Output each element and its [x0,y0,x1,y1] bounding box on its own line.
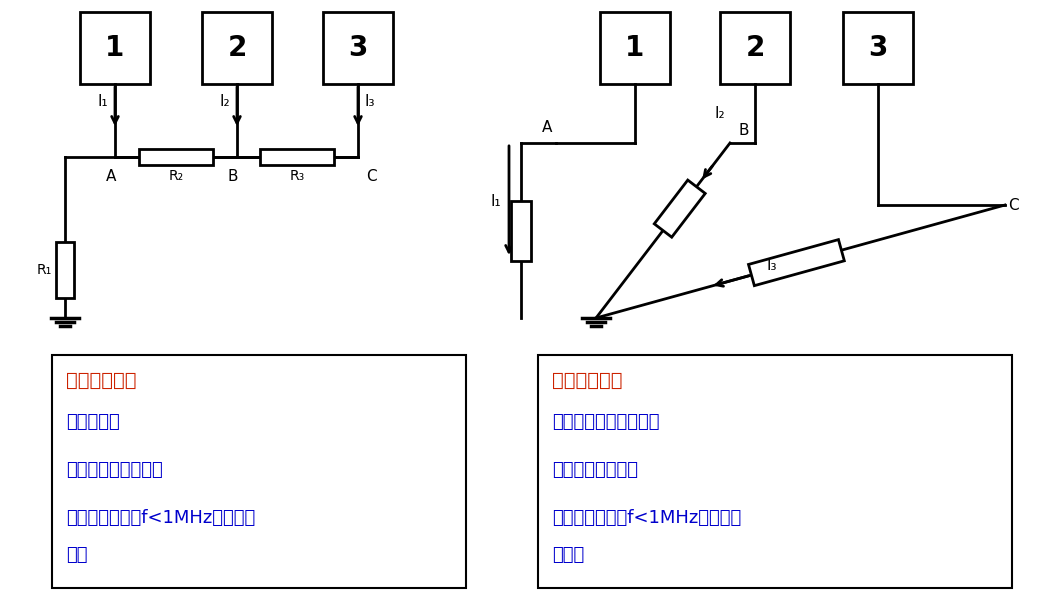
Text: 1: 1 [625,34,645,62]
Bar [260,149,334,165]
Text: I₂: I₂ [219,94,230,109]
Polygon shape [654,180,705,237]
Text: 并联单点接地: 并联单点接地 [552,371,623,390]
Text: I₁: I₁ [490,193,501,208]
Text: I₃: I₃ [766,258,776,273]
Text: B: B [738,123,748,138]
Text: R₃: R₃ [290,169,304,183]
Bar [202,12,272,84]
Text: 3: 3 [349,34,367,62]
Polygon shape [748,240,844,286]
Text: 3: 3 [869,34,887,62]
Text: 优点：简单: 优点：简单 [66,413,119,431]
Bar [80,12,151,84]
Text: R₂: R₂ [168,169,184,183]
Text: I₁: I₁ [98,94,108,109]
Bar [323,12,393,84]
Bar [843,12,913,84]
Text: 串联单点接地: 串联单点接地 [66,371,137,390]
Text: 1: 1 [106,34,125,62]
Text: 电路: 电路 [66,546,87,564]
Bar [600,12,670,84]
Text: 2: 2 [227,34,247,62]
Text: A: A [106,169,116,184]
Text: 缺点：接地线过多: 缺点：接地线过多 [552,461,638,479]
Text: I₂: I₂ [715,106,726,121]
Text: C: C [1008,198,1018,213]
Text: R₁: R₁ [36,263,52,277]
Bar [720,12,790,84]
Text: 类电路: 类电路 [552,546,584,564]
Text: I₃: I₃ [365,94,376,109]
Bar [52,355,466,588]
Bar [56,242,74,298]
Text: 缺点：公共阻抗耦合: 缺点：公共阻抗耦合 [66,461,163,479]
Text: C: C [366,169,377,184]
Text: A: A [542,120,552,135]
Bar [511,201,531,261]
Bar [538,355,1012,588]
Text: 优点：无公共阻抗耦合: 优点：无公共阻抗耦合 [552,413,659,431]
Text: 适用于：低频（f<1MHz）、同类: 适用于：低频（f<1MHz）、同类 [66,509,255,527]
Bar [139,149,213,165]
Text: 2: 2 [745,34,765,62]
Text: 适用于：低频（f<1MHz）、不同: 适用于：低频（f<1MHz）、不同 [552,509,741,527]
Text: B: B [227,169,239,184]
